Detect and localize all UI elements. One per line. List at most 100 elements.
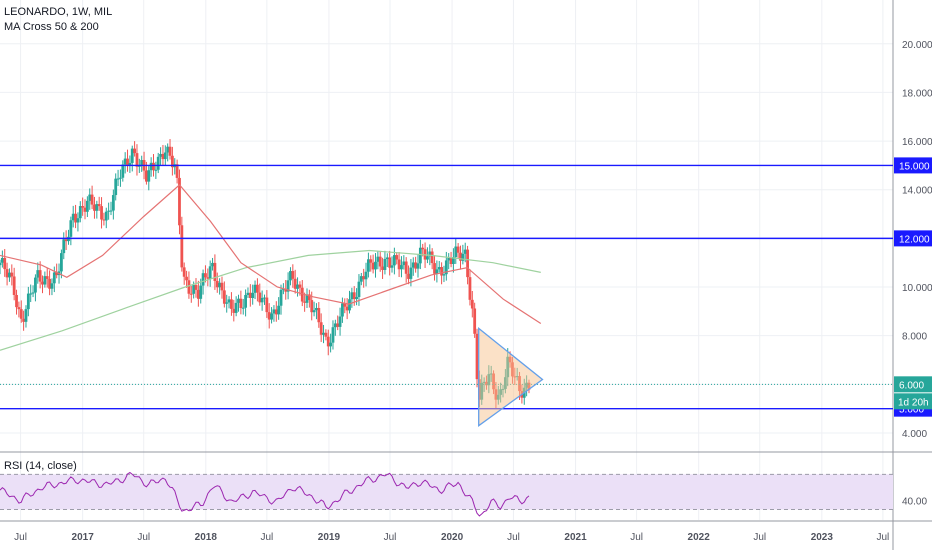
candle-body — [444, 260, 448, 275]
grid-lines — [0, 0, 893, 520]
candle-body — [161, 153, 165, 160]
time-tick-label: Jul — [753, 532, 766, 543]
candle-body — [359, 276, 363, 282]
candle-body — [50, 283, 54, 289]
candle-body — [383, 259, 387, 270]
candle-body — [248, 292, 252, 298]
candle-body — [305, 294, 309, 303]
candle-body — [78, 206, 82, 219]
candle-body — [324, 332, 328, 337]
candle-body — [461, 253, 465, 261]
candle-body — [286, 280, 290, 292]
candle-body — [126, 158, 129, 166]
candle-body — [166, 146, 170, 153]
candle-body — [322, 332, 325, 335]
candle-body — [45, 276, 49, 279]
ma-indicator-title: MA Cross 50 & 200 — [4, 21, 99, 33]
candle-body — [272, 309, 276, 314]
candle-body — [404, 261, 408, 274]
candle-body — [284, 288, 288, 292]
candle-body — [442, 274, 446, 276]
candle-body — [140, 160, 144, 166]
candle-body — [123, 158, 127, 165]
time-tick-label: 2017 — [72, 532, 95, 543]
candle-body — [307, 294, 311, 301]
candle-body — [182, 267, 186, 277]
candle-body — [109, 210, 113, 212]
candle-body — [414, 262, 418, 269]
candle-body — [317, 307, 321, 323]
candle-body — [281, 288, 285, 290]
candle-body — [185, 276, 188, 281]
candle-body — [204, 273, 207, 278]
candle-body — [22, 318, 26, 322]
candle-body — [74, 213, 77, 223]
candle-body — [433, 263, 436, 274]
candle-body — [36, 270, 40, 278]
candle-body — [196, 289, 200, 299]
candle-body — [220, 282, 224, 291]
candle-body — [378, 256, 382, 267]
candle-body — [234, 302, 238, 313]
candle-body — [31, 292, 35, 294]
candle-body — [466, 249, 469, 278]
candle-body — [310, 300, 314, 313]
candle-body — [201, 273, 205, 286]
candle-body — [227, 299, 231, 303]
candle-body — [175, 164, 179, 178]
hline-badge-label: 15.000 — [899, 161, 930, 172]
candle-body — [449, 257, 453, 265]
candle-body — [400, 265, 403, 270]
candle-body — [246, 292, 250, 295]
candle-body — [62, 239, 66, 254]
candle-body — [218, 282, 222, 288]
candle-body — [232, 308, 236, 313]
candle-body — [371, 262, 375, 270]
candle-body — [291, 271, 295, 279]
candle-body — [192, 285, 196, 294]
candle-body — [388, 257, 392, 268]
candle-body — [159, 153, 162, 157]
last-price-label: 6.000 — [899, 380, 924, 391]
candle-body — [163, 152, 167, 160]
candle-body — [225, 302, 229, 304]
hline-badge — [894, 230, 932, 247]
hline-badge-label: 12.000 — [899, 234, 930, 245]
candle-body — [270, 313, 273, 320]
candle-body — [71, 213, 75, 221]
candle-body — [213, 262, 217, 281]
candle-body — [416, 263, 420, 269]
candle-body — [352, 292, 356, 300]
time-tick-label: 2018 — [195, 532, 218, 543]
candle-body — [215, 280, 219, 288]
price-tick-label: 10.000 — [902, 283, 932, 294]
candle-body — [357, 281, 361, 298]
candle-body — [463, 249, 467, 254]
candle-body — [38, 270, 42, 282]
candle-body — [298, 284, 302, 288]
candle-body — [289, 271, 292, 281]
candle-body — [241, 307, 245, 309]
candle-body — [293, 278, 297, 289]
candle-body — [258, 292, 262, 303]
price-tick-label: 4.000 — [902, 429, 927, 440]
candle-body — [208, 266, 212, 279]
candle-body — [48, 278, 51, 289]
rsi-tick-label: 40.00 — [902, 497, 927, 508]
candle-body — [421, 247, 425, 250]
candle-body — [34, 277, 37, 293]
candle-body — [111, 195, 115, 211]
candle-body — [435, 269, 439, 274]
triangle-pattern — [478, 327, 544, 427]
candle-body — [180, 225, 184, 268]
candle-body — [133, 148, 137, 154]
candle-body — [312, 310, 316, 313]
time-tick-label: 2020 — [441, 532, 464, 543]
candle-body — [426, 256, 429, 260]
candle-body — [52, 272, 56, 284]
candle-body — [26, 293, 30, 310]
candle-body — [149, 162, 153, 171]
candle-body — [55, 272, 59, 276]
